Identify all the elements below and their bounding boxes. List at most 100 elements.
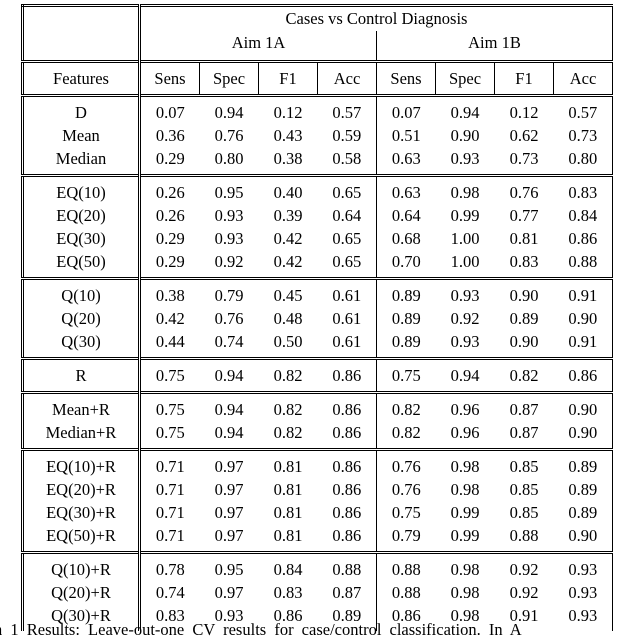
- metric-value: 0.98: [450, 182, 480, 202]
- metric-value: 0.99: [450, 502, 480, 522]
- metric-value: 0.48: [273, 308, 303, 328]
- row-group: EQ(10) 0.26 0.95 0.40 0.65 0.63 0.98 0.76 0.83 EQ…: [22, 175, 613, 279]
- metric-value: 0.86: [273, 605, 303, 625]
- column-header: Spec: [435, 61, 495, 96]
- metric-value: 0.94: [214, 102, 244, 122]
- metric-value: 0.29: [155, 251, 185, 271]
- metric-value: 0.71: [155, 456, 185, 476]
- table-row: Mean 0.36 0.76 0.43 0.59 0.51 0.90 0.62 0.73: [22, 124, 613, 147]
- metric-value: 0.79: [214, 285, 244, 305]
- column-header: Sens: [139, 61, 200, 96]
- column-header: Features: [22, 61, 141, 96]
- metric-value: 0.71: [155, 525, 185, 545]
- table-row: EQ(30) 0.29 0.93 0.42 0.65 0.68 1.00 0.81 0.86: [22, 227, 613, 250]
- metric-value: 0.85: [509, 456, 539, 476]
- metric-value: 0.94: [450, 102, 480, 122]
- metric-value: 0.89: [568, 479, 598, 499]
- aim-header: Aim 1B: [468, 33, 521, 52]
- metric-value: 0.29: [155, 148, 185, 168]
- metric-value: 0.93: [214, 228, 244, 248]
- metric-value: 0.92: [509, 582, 539, 602]
- metric-value: 0.86: [317, 449, 377, 478]
- metric-value: 0.82: [273, 422, 303, 442]
- metric-value: 0.76: [509, 182, 539, 202]
- metric-value: 0.89: [391, 331, 421, 351]
- metric-value: 0.75: [155, 399, 185, 419]
- metric-value: 0.65: [317, 227, 377, 250]
- metric-value: 0.98: [450, 605, 480, 625]
- metric-value: 0.86: [317, 358, 377, 393]
- feature-name: EQ(10): [22, 175, 141, 204]
- metric-value: 0.87: [509, 399, 539, 419]
- metric-value: 0.88: [391, 559, 421, 579]
- feature-name: D: [22, 95, 141, 124]
- metric-value: 0.90: [568, 308, 598, 328]
- metric-value: 0.82: [391, 422, 421, 442]
- metric-value: 0.85: [509, 502, 539, 522]
- column-header-row: Features Sens Spec F1 Acc Sens Spec F1 Acc: [22, 61, 613, 96]
- row-group: Q(10) 0.38 0.79 0.45 0.61 0.89 0.93 0.90 0.91 Q(2…: [22, 278, 613, 359]
- feature-name: Q(30): [22, 330, 141, 359]
- metric-value: 0.84: [273, 559, 303, 579]
- metric-value: 0.83: [509, 251, 539, 271]
- feature-name: Q(20)+R: [22, 581, 141, 604]
- table-row: Median+R 0.75 0.94 0.82 0.86 0.82 0.96 0.87 0.90: [22, 421, 613, 450]
- metric-value: 0.42: [155, 308, 185, 328]
- metric-value: 1.00: [450, 228, 480, 248]
- table-row: EQ(50)+R 0.71 0.97 0.81 0.86 0.79 0.99 0.88 0.90: [22, 524, 613, 553]
- metric-value: 0.93: [568, 559, 598, 579]
- feature-name: EQ(30)+R: [22, 501, 141, 524]
- metric-value: 0.93: [450, 148, 480, 168]
- metric-value: 0.90: [568, 525, 598, 545]
- table-row: Q(10)+R 0.78 0.95 0.84 0.88 0.88 0.98 0.92 0.93: [22, 552, 613, 581]
- metric-value: 0.57: [317, 95, 377, 124]
- metric-value: 0.96: [450, 399, 480, 419]
- metric-value: 0.90: [509, 285, 539, 305]
- metric-value: 0.38: [155, 285, 185, 305]
- table-row: Q(20)+R 0.74 0.97 0.83 0.87 0.88 0.98 0.92 0.93: [22, 581, 613, 604]
- metric-value: 0.81: [509, 228, 539, 248]
- metric-value: 0.26: [155, 182, 185, 202]
- feature-name: R: [22, 358, 141, 393]
- metric-value: 0.99: [450, 525, 480, 545]
- metric-value: 0.93: [568, 582, 598, 602]
- metric-value: 0.98: [450, 559, 480, 579]
- metric-value: 0.98: [450, 479, 480, 499]
- row-group: Q(10)+R 0.78 0.95 0.84 0.88 0.88 0.98 0.92 0.93 Q…: [22, 552, 613, 631]
- table-row: R 0.75 0.94 0.82 0.86 0.75 0.94 0.82 0.86: [22, 358, 613, 393]
- metric-value: 0.86: [317, 478, 377, 501]
- metric-value: 0.97: [214, 502, 244, 522]
- metric-value: 0.86: [568, 228, 598, 248]
- metric-value: 0.95: [214, 559, 244, 579]
- metric-value: 0.88: [509, 525, 539, 545]
- row-group: D 0.07 0.94 0.12 0.57 0.07 0.94 0.12 0.57 Mean 0.3…: [22, 95, 613, 176]
- metric-value: 0.92: [450, 308, 480, 328]
- metric-value: 0.45: [273, 285, 303, 305]
- metric-value: 0.86: [568, 365, 598, 385]
- feature-name: Median: [22, 147, 141, 176]
- table-row: EQ(50) 0.29 0.92 0.42 0.65 0.70 1.00 0.83 0.88: [22, 250, 613, 279]
- metric-value: 0.50: [273, 331, 303, 351]
- metric-value: 0.82: [273, 365, 303, 385]
- row-group: R 0.75 0.94 0.82 0.86 0.75 0.94 0.82 0.86: [22, 358, 613, 393]
- table-row: EQ(10)+R 0.71 0.97 0.81 0.86 0.76 0.98 0.85 0.89: [22, 449, 613, 478]
- metric-value: 0.59: [317, 124, 377, 147]
- metric-value: 0.71: [155, 502, 185, 522]
- feature-name: EQ(20): [22, 204, 141, 227]
- table-row: Q(20) 0.42 0.76 0.48 0.61 0.89 0.92 0.89 0.90: [22, 307, 613, 330]
- table-row: Q(30) 0.44 0.74 0.50 0.61 0.89 0.93 0.90 0.91: [22, 330, 613, 359]
- metric-value: 0.94: [214, 365, 244, 385]
- metric-value: 0.63: [391, 182, 421, 202]
- metric-value: 0.87: [317, 581, 377, 604]
- metric-value: 0.61: [317, 278, 377, 307]
- metric-value: 0.98: [450, 456, 480, 476]
- metric-value: 1.00: [450, 251, 480, 271]
- metric-value: 0.40: [273, 182, 303, 202]
- results-table: Cases vs Control Diagnosis Aim 1A Aim 1B …: [21, 4, 613, 631]
- metric-value: 0.92: [214, 251, 244, 271]
- metric-value: 0.58: [317, 147, 377, 176]
- table-row: EQ(30)+R 0.71 0.97 0.81 0.86 0.75 0.99 0.85 0.89: [22, 501, 613, 524]
- metric-value: 0.90: [450, 125, 480, 145]
- metric-value: 0.43: [273, 125, 303, 145]
- metric-value: 0.95: [214, 182, 244, 202]
